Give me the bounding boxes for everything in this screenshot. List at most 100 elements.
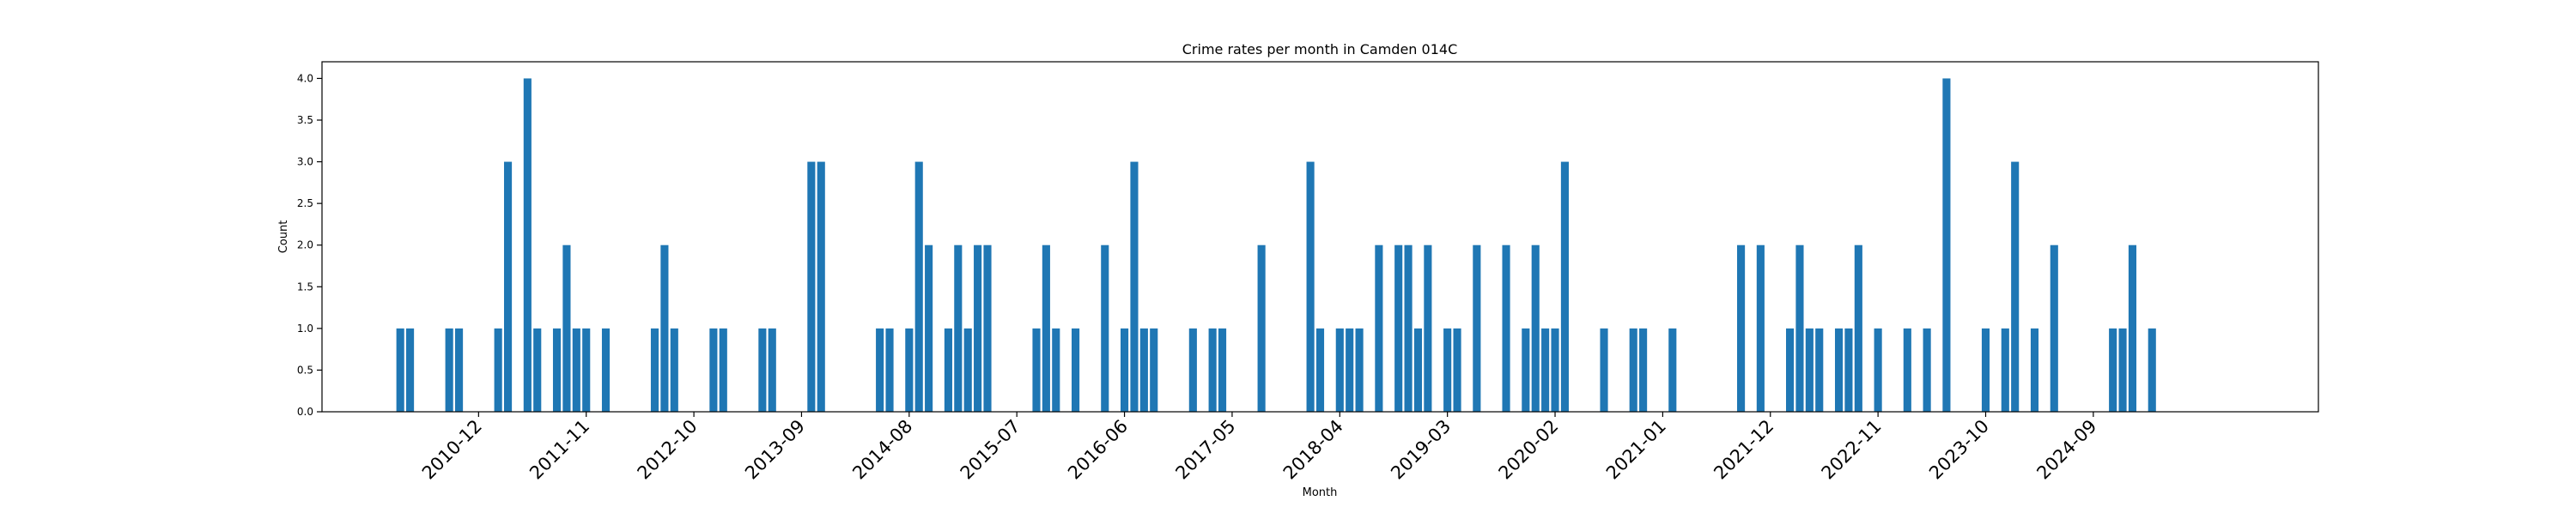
bar-2023-10 [1981,328,1990,412]
bar-2023-02 [1903,328,1911,412]
bar-2019-12 [1531,244,1540,412]
bars-layer [396,78,2156,413]
y-tick-label: 2.5 [297,197,313,209]
bar-2013-06 [768,328,776,412]
x-tick-label: 2019-03 [1387,416,1455,484]
bar-2012-01 [601,328,611,412]
bar-2019-01 [1424,244,1432,412]
bar-2011-02 [494,328,502,412]
bar-2010-09 [445,328,453,412]
bar-2018-01 [1306,161,1315,412]
bar-2022-05 [1815,328,1824,412]
bar-2019-11 [1522,328,1530,412]
bar-2021-11 [1756,244,1765,412]
y-tick-label: 3.0 [297,156,313,168]
bar-2011-10 [572,328,580,412]
bar-2014-06 [885,328,894,412]
x-tick-label: 2018-04 [1279,416,1347,484]
x-tick-label: 2021-01 [1602,416,1670,484]
x-tick-label: 2013-09 [741,416,809,484]
bar-2016-08 [1139,328,1148,412]
plot-frame [321,61,2319,413]
x-tick-label: 2017-05 [1171,416,1239,484]
bar-2022-04 [1805,328,1814,412]
bar-2012-06 [650,328,659,412]
bar-2014-12 [944,328,952,412]
bar-2017-04 [1218,328,1227,412]
bar-2015-02 [963,328,972,412]
bar-2018-06 [1355,328,1364,412]
bar-2013-11 [817,161,825,412]
bar-2015-03 [974,244,982,412]
x-tick-label: 2016-06 [1064,416,1132,484]
bar-2010-05 [406,328,415,412]
bar-2025-03 [2148,328,2156,412]
bar-2012-07 [660,244,669,412]
bar-2011-03 [503,161,513,412]
y-axis: 0.0 0.5 1.0 1.5 2.0 2.5 3.0 3.5 4.0 [297,72,322,418]
bar-2020-07 [1600,328,1608,412]
bar-2018-12 [1413,328,1423,412]
bar-2018-04 [1335,328,1344,412]
bar-2020-11 [1639,328,1648,412]
bar-2023-06 [1942,78,1951,413]
bar-2011-06 [533,328,542,412]
bar-2017-08 [1257,244,1266,412]
bar-2017-01 [1188,328,1197,412]
bar-2016-01 [1072,328,1080,412]
bar-2019-09 [1502,244,1510,412]
chart-title: Crime rates per month in Camden 014C [1182,41,1457,57]
bar-2011-08 [552,328,562,412]
bar-2018-05 [1346,328,1354,412]
bar-2014-05 [876,328,884,412]
bar-2014-08 [905,328,914,412]
x-tick-label: 2022-11 [1818,416,1886,484]
y-axis-label: Count [277,220,290,254]
y-tick-label: 0.0 [297,406,313,418]
bar-2016-09 [1150,328,1158,412]
bar-2021-02 [1668,328,1677,412]
x-axis-label: Month [1303,486,1338,499]
bar-2022-07 [1834,328,1844,412]
y-tick-label: 4.0 [297,72,313,84]
x-tick-label: 2010-12 [418,416,486,484]
bar-2010-10 [455,328,464,412]
bar-2016-06 [1121,328,1129,412]
bar-2022-11 [1874,328,1882,412]
bar-2015-10 [1042,244,1050,412]
x-tick-label: 2015-07 [957,416,1024,484]
bar-2015-01 [954,244,963,412]
bar-2016-07 [1130,161,1139,412]
bar-2018-10 [1394,244,1403,412]
bar-2014-10 [925,244,933,412]
bar-2015-09 [1032,328,1041,412]
y-tick-label: 1.5 [297,281,313,293]
bar-2012-08 [670,328,678,412]
bar-2023-04 [1923,328,1931,412]
bar-2013-10 [807,161,816,412]
bar-2016-04 [1101,244,1109,412]
bar-2011-09 [562,244,571,412]
y-tick-label: 3.5 [297,114,313,126]
bar-2015-04 [983,244,992,412]
bar-2022-03 [1795,244,1804,412]
bar-2022-02 [1786,328,1795,412]
bar-2014-09 [914,161,923,412]
bar-2018-02 [1315,328,1325,412]
bar-2020-10 [1629,328,1637,412]
bar-2021-09 [1737,244,1746,412]
bar-2010-04 [396,328,404,412]
x-tick-label: 2020-02 [1495,416,1563,484]
bar-2018-11 [1404,244,1413,412]
bar-2018-08 [1375,244,1383,412]
bar-2011-05 [523,78,532,413]
bar-2020-02 [1551,328,1559,412]
bar-2022-08 [1844,328,1853,412]
bar-2020-01 [1541,328,1550,412]
x-tick-label: 2012-10 [634,416,702,484]
x-tick-label: 2011-11 [526,416,593,484]
bar-2012-12 [709,328,718,412]
x-tick-label: 2014-08 [848,416,916,484]
